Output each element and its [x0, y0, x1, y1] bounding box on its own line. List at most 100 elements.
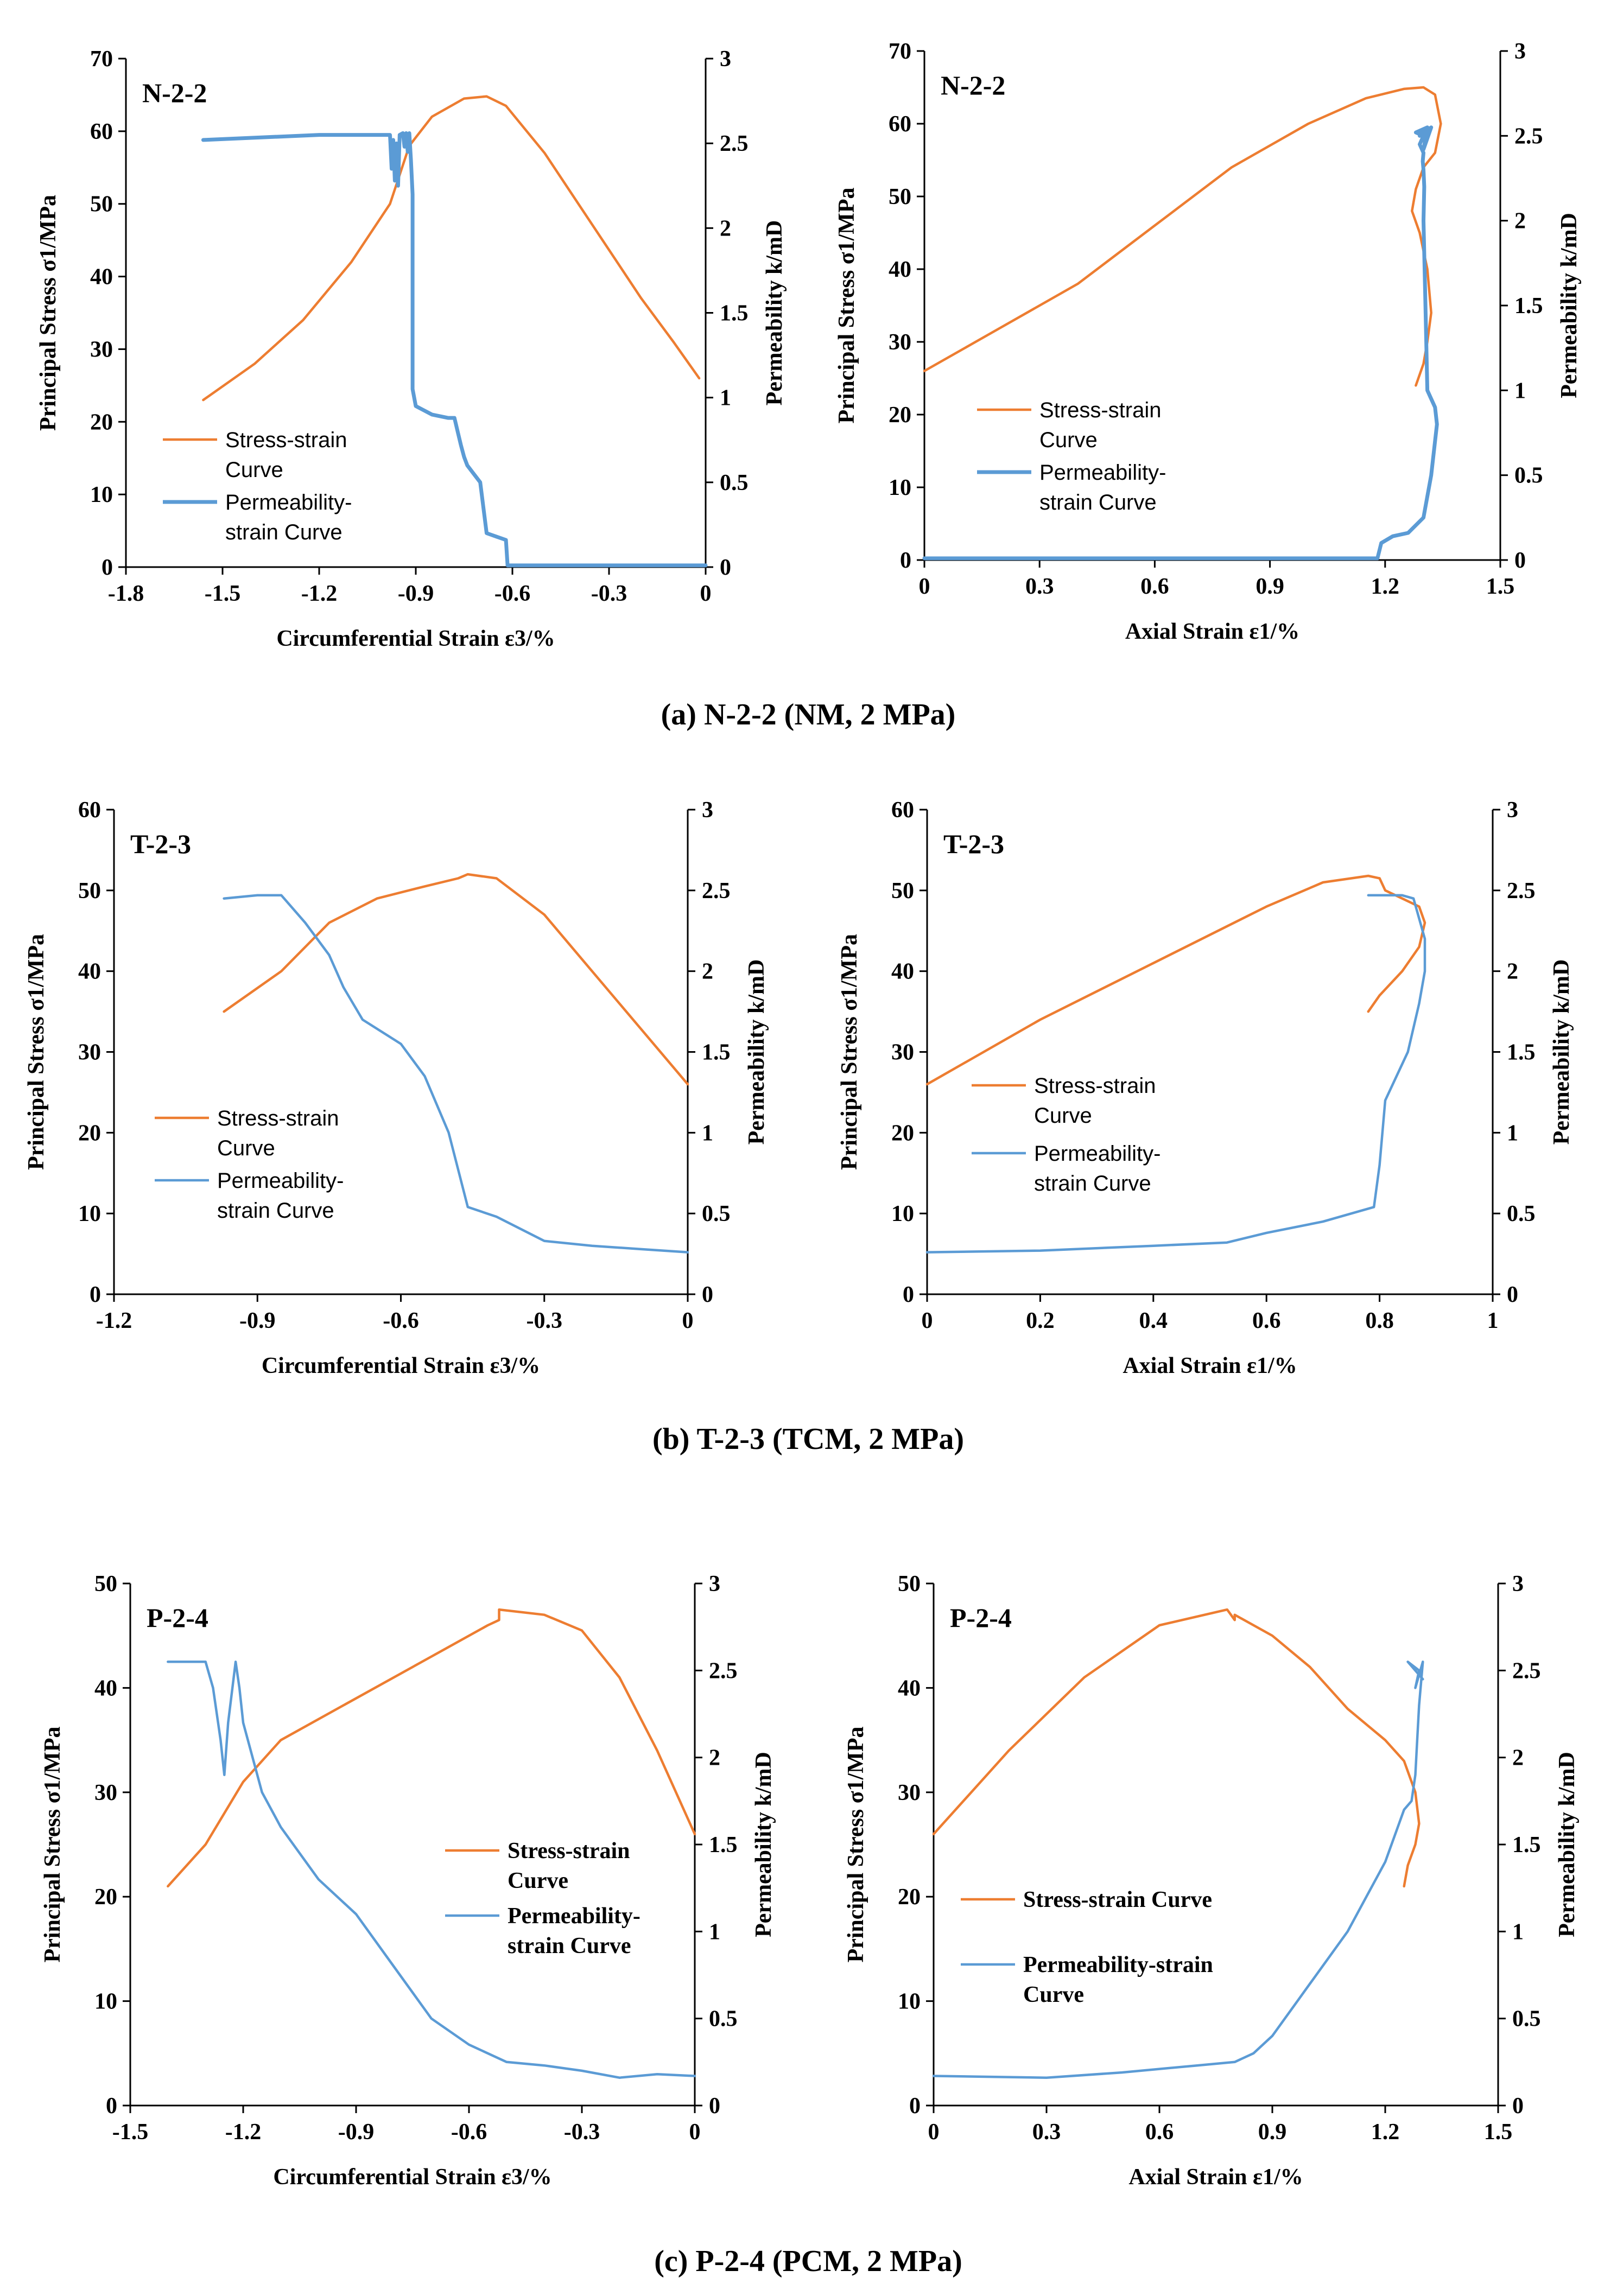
- series-line-permeability: [932, 1661, 1424, 2079]
- y2-axis-label: Permeability k/mD: [1555, 1752, 1580, 1937]
- y2-tick-label: 0: [1507, 1282, 1518, 1307]
- y-tick-label: 0: [903, 1282, 914, 1307]
- y2-tick-label: 0.5: [1514, 463, 1543, 488]
- legend-label: Curve: [1034, 1104, 1092, 1128]
- series-line-stress: [202, 95, 701, 402]
- x-tick-label: 1.2: [1371, 574, 1400, 599]
- y-tick-label: 60: [90, 119, 113, 144]
- legend-label: Stress-strain Curve: [1023, 1887, 1212, 1912]
- y2-tick-label: 0.5: [1512, 2007, 1541, 2032]
- x-tick-label: 1.5: [1484, 2120, 1513, 2145]
- y-tick-label: 50: [94, 1572, 117, 1597]
- y-tick-label: 0: [90, 1282, 101, 1307]
- y-tick-label: 50: [90, 192, 113, 217]
- legend-label: strain Curve: [1034, 1172, 1151, 1195]
- y2-axis-label: Permeability k/mD: [762, 220, 787, 406]
- y2-tick-label: 1: [1507, 1121, 1518, 1146]
- panel-title: P-2-4: [950, 1602, 1012, 1633]
- y2-tick-label: 1.5: [720, 301, 749, 326]
- y-tick-label: 0: [106, 2094, 117, 2119]
- y2-tick-label: 2: [1514, 209, 1526, 234]
- y2-tick-label: 0: [720, 555, 731, 580]
- x-tick-label: 0.4: [1139, 1308, 1168, 1333]
- y-tick-label: 20: [90, 410, 113, 435]
- x-tick-label: -1.2: [301, 581, 338, 606]
- panel-title: P-2-4: [147, 1602, 208, 1633]
- legend-label: Permeability-: [217, 1169, 344, 1193]
- x-tick-label: -0.6: [383, 1308, 419, 1333]
- x-tick-label: 0.8: [1365, 1308, 1394, 1333]
- x-tick-label: 0.9: [1255, 574, 1284, 599]
- x-tick-label: 0.3: [1025, 574, 1054, 599]
- y2-tick-label: 1.5: [709, 1833, 738, 1858]
- y-axis-label: Principal Stress σ1/MPa: [844, 1726, 868, 1962]
- series-line-stress: [167, 1608, 696, 1888]
- legend-label: strain Curve: [508, 1934, 631, 1958]
- legend-1: Stress-strain Curve Permeability-strain Cu…: [163, 428, 352, 544]
- y-tick-label: 70: [90, 47, 113, 72]
- x-tick-label: 0: [700, 581, 712, 606]
- x-tick-label: -1.5: [205, 581, 241, 606]
- y2-tick-label: 0.5: [1507, 1201, 1536, 1226]
- legend-4: Stress-strain Curve Permeability-strain Cu…: [972, 1074, 1161, 1195]
- legend-6: Stress-strain Curve Permeability-strain Cu…: [961, 1887, 1213, 2007]
- x-tick-label: 0.6: [1252, 1308, 1281, 1333]
- y2-tick-label: 2.5: [1512, 1658, 1541, 1683]
- x-axis-label: Circumferential Strain ε3/%: [273, 2165, 551, 2190]
- x-tick-label: 0: [919, 574, 930, 599]
- y2-tick-label: 0: [1512, 2094, 1524, 2119]
- y2-tick-label: 1.5: [702, 1040, 731, 1065]
- y-tick-label: 20: [94, 1885, 117, 1910]
- y2-tick-label: 3: [702, 798, 713, 823]
- legend-label: Curve: [1039, 428, 1098, 452]
- y2-tick-label: 2: [709, 1746, 720, 1771]
- x-tick-label: -1.8: [108, 581, 144, 606]
- y-tick-label: 20: [898, 1885, 921, 1910]
- legend-label: Permeability-: [1034, 1142, 1161, 1166]
- panel-title: T-2-3: [130, 829, 191, 859]
- chart-4: 0 0.2 0.4 0.6 0.8 1010203040506000.511.522.53…: [837, 798, 1574, 1378]
- y2-tick-label: 0: [709, 2094, 720, 2119]
- series-line-stress: [925, 874, 1426, 1086]
- y2-tick-label: 1: [1512, 1919, 1524, 1944]
- panel-title: T-2-3: [943, 829, 1004, 859]
- x-tick-label: -0.9: [398, 581, 434, 606]
- legend-label: Curve: [225, 458, 283, 482]
- y2-tick-label: 2.5: [702, 879, 731, 904]
- legend-2: Stress-strain Curve Permeability-strain Cu…: [977, 398, 1166, 514]
- x-tick-label: 0: [682, 1308, 694, 1333]
- y-tick-label: 20: [889, 403, 911, 428]
- y-tick-label: 30: [94, 1780, 117, 1805]
- legend-label: Stress-strain: [1034, 1074, 1156, 1098]
- y2-tick-label: 3: [709, 1572, 720, 1597]
- y-axis-label: Principal Stress σ1/MPa: [24, 934, 49, 1170]
- panel-title: N-2-2: [941, 70, 1005, 100]
- y-tick-label: 40: [78, 959, 101, 984]
- legend-label: strain Curve: [225, 520, 343, 544]
- legend-label: strain Curve: [217, 1199, 334, 1223]
- legend-label: Stress-strain: [1039, 398, 1162, 422]
- y-tick-label: 40: [90, 265, 113, 290]
- y2-tick-label: 2.5: [709, 1658, 738, 1683]
- y2-tick-label: 2.5: [1507, 879, 1536, 904]
- chart-6: 0 0.3 0.6 0.9 1.2 1.50102030405000.511.522.53…: [844, 1572, 1580, 2190]
- y-tick-label: 30: [78, 1040, 101, 1065]
- legend-label: Stress-strain: [225, 428, 347, 452]
- series-line-permeability: [223, 894, 689, 1254]
- y-tick-label: 50: [898, 1572, 921, 1597]
- y-tick-label: 40: [94, 1676, 117, 1701]
- x-tick-label: 0.6: [1140, 574, 1169, 599]
- x-tick-label: 1.2: [1371, 2120, 1400, 2145]
- y-tick-label: 0: [909, 2094, 921, 2119]
- y2-axis-label: Permeability k/mD: [744, 959, 769, 1145]
- series-line-permeability: [925, 894, 1426, 1254]
- y2-tick-label: 3: [1507, 798, 1518, 823]
- y-axis-label: Principal Stress σ1/MPa: [837, 934, 862, 1170]
- legend-label: strain Curve: [1039, 491, 1157, 514]
- y-tick-label: 60: [891, 798, 914, 823]
- y-tick-label: 40: [889, 257, 911, 282]
- y-tick-label: 50: [78, 879, 101, 904]
- figure-caption: (a) N-2-2 (NM, 2 MPa): [661, 698, 956, 732]
- figure-caption: (c) P-2-4 (PCM, 2 MPa): [654, 2244, 962, 2278]
